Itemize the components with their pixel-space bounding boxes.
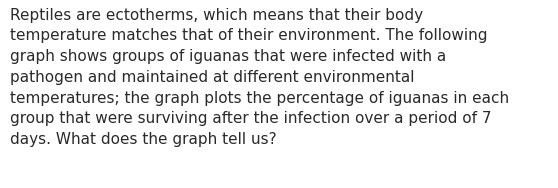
Text: Reptiles are ectotherms, which means that their body
temperature matches that of: Reptiles are ectotherms, which means tha…	[10, 8, 509, 147]
